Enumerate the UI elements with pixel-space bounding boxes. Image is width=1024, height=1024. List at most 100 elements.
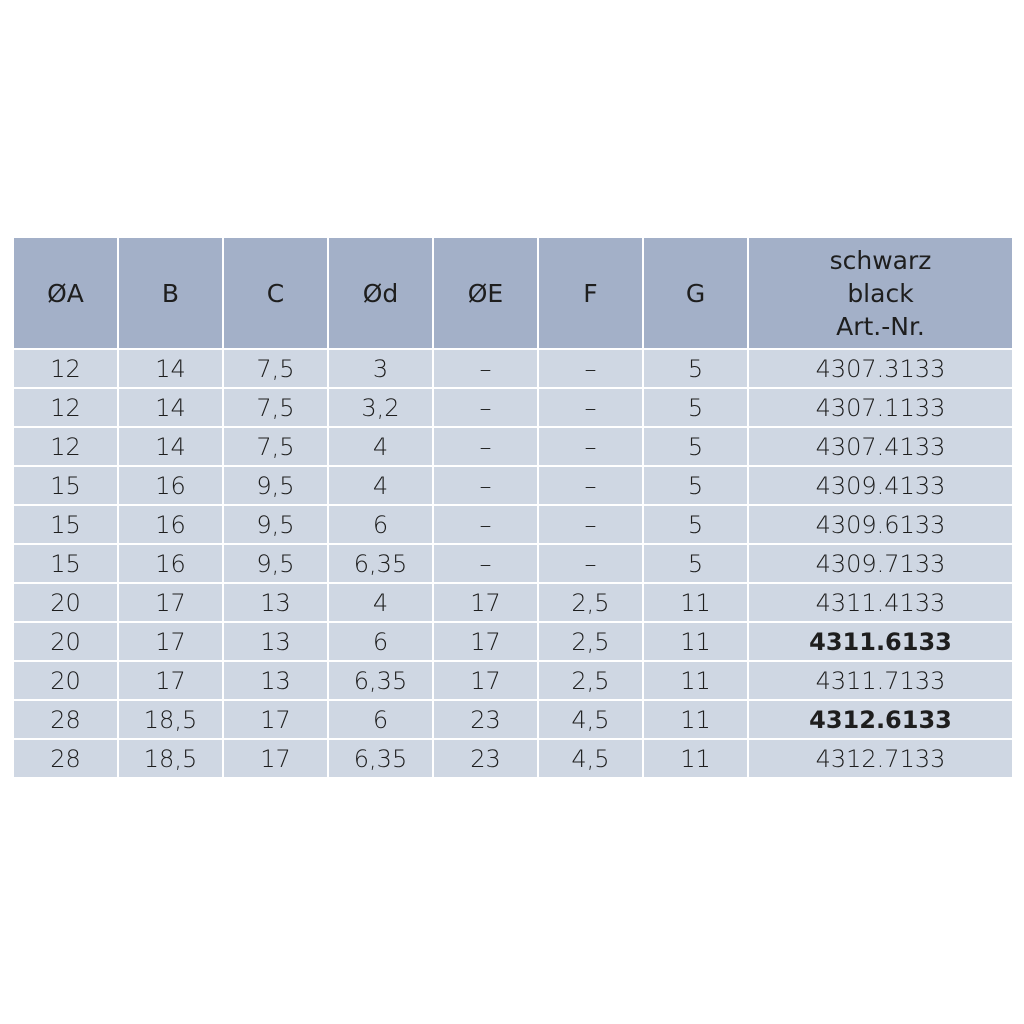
cell-g: 11 [642, 621, 749, 662]
cell-g: 11 [642, 582, 749, 623]
cell-b: 18,5 [117, 738, 224, 779]
cell-diameter-e: – [432, 465, 539, 506]
cell-g: 11 [642, 738, 749, 779]
header-diameter-d: Ød [327, 236, 434, 350]
cell-diameter-e: – [432, 348, 539, 389]
cell-diameter-e: – [432, 426, 539, 467]
cell-article-number: 4307.3133 [747, 348, 1014, 389]
product-table: ØA B C Ød ØE F G schwarz black Art.-Nr. … [12, 236, 1014, 779]
cell-diameter-a: 28 [12, 699, 119, 740]
table-row: 12 14 7,5 3– –5 4307.3133 [12, 348, 1014, 389]
cell-f: 2,5 [537, 660, 644, 701]
table-row: 20 17 13 4 17 2,5 11 4311.4133 [12, 582, 1014, 623]
header-diameter-a: ØA [12, 236, 119, 350]
header-line-art-nr: Art.-Nr. [836, 311, 925, 341]
cell-article-number: 4309.6133 [747, 504, 1014, 545]
cell-c: 17 [222, 699, 329, 740]
cell-c: 7,5 [222, 348, 329, 389]
cell-b: 14 [117, 426, 224, 467]
cell-b: 17 [117, 660, 224, 701]
table-row: 28 18,5 17 6 23 4,5 11 4312.6133 [12, 699, 1014, 740]
cell-diameter-a: 15 [12, 504, 119, 545]
table-row: 15 16 9,5 6– –5 4309.6133 [12, 504, 1014, 545]
cell-b: 18,5 [117, 699, 224, 740]
header-f: F [537, 236, 644, 350]
cell-diameter-a: 20 [12, 660, 119, 701]
cell-f: 4,5 [537, 699, 644, 740]
cell-diameter-a: 15 [12, 465, 119, 506]
header-article-number: schwarz black Art.-Nr. [747, 236, 1014, 350]
cell-g: 5 [642, 465, 749, 506]
cell-f: – [537, 348, 644, 389]
header-c: C [222, 236, 329, 350]
cell-diameter-a: 12 [12, 387, 119, 428]
cell-diameter-a: 12 [12, 426, 119, 467]
cell-diameter-e: – [432, 387, 539, 428]
table-row: 12 14 7,5 3,2– –5 4307.1133 [12, 387, 1014, 428]
cell-diameter-e: 23 [432, 699, 539, 740]
cell-article-number: 4312.7133 [747, 738, 1014, 779]
cell-g: 5 [642, 387, 749, 428]
cell-diameter-a: 15 [12, 543, 119, 584]
header-g: G [642, 236, 749, 350]
cell-f: – [537, 387, 644, 428]
cell-c: 13 [222, 660, 329, 701]
cell-article-number: 4309.7133 [747, 543, 1014, 584]
cell-diameter-d: 4 [327, 582, 434, 623]
cell-diameter-d: 6,35 [327, 660, 434, 701]
table-row: 28 18,5 17 6,35 23 4,5 11 4312.7133 [12, 738, 1014, 779]
cell-c: 17 [222, 738, 329, 779]
cell-article-number: 4311.6133 [747, 621, 1014, 662]
table-row: 20 17 13 6,35 17 2,5 11 4311.7133 [12, 660, 1014, 701]
cell-b: 17 [117, 621, 224, 662]
cell-diameter-d: 4 [327, 426, 434, 467]
cell-f: 2,5 [537, 621, 644, 662]
cell-g: 5 [642, 426, 749, 467]
cell-f: 4,5 [537, 738, 644, 779]
cell-diameter-a: 28 [12, 738, 119, 779]
cell-g: 11 [642, 699, 749, 740]
cell-article-number: 4307.1133 [747, 387, 1014, 428]
cell-b: 14 [117, 348, 224, 389]
cell-diameter-a: 12 [12, 348, 119, 389]
cell-diameter-d: 6,35 [327, 738, 434, 779]
header-row: ØA B C Ød ØE F G schwarz black Art.-Nr. [12, 236, 1014, 350]
cell-article-number: 4309.4133 [747, 465, 1014, 506]
cell-diameter-d: 6 [327, 699, 434, 740]
cell-diameter-e: 17 [432, 582, 539, 623]
cell-c: 9,5 [222, 465, 329, 506]
cell-diameter-e: – [432, 543, 539, 584]
cell-diameter-d: 6 [327, 504, 434, 545]
header-line-black: black [847, 278, 914, 308]
cell-c: 13 [222, 582, 329, 623]
cell-diameter-a: 20 [12, 621, 119, 662]
cell-f: – [537, 504, 644, 545]
cell-c: 13 [222, 621, 329, 662]
cell-c: 7,5 [222, 387, 329, 428]
cell-f: – [537, 543, 644, 584]
cell-diameter-e: 17 [432, 660, 539, 701]
cell-diameter-e: – [432, 504, 539, 545]
cell-diameter-e: 17 [432, 621, 539, 662]
cell-f: – [537, 426, 644, 467]
cell-diameter-d: 6,35 [327, 543, 434, 584]
cell-b: 16 [117, 543, 224, 584]
cell-c: 7,5 [222, 426, 329, 467]
cell-diameter-d: 6 [327, 621, 434, 662]
cell-diameter-d: 4 [327, 465, 434, 506]
cell-b: 17 [117, 582, 224, 623]
cell-diameter-a: 20 [12, 582, 119, 623]
cell-article-number: 4311.4133 [747, 582, 1014, 623]
cell-b: 16 [117, 465, 224, 506]
cell-diameter-d: 3,2 [327, 387, 434, 428]
cell-article-number: 4307.4133 [747, 426, 1014, 467]
table-row: 15 16 9,5 6,35– –5 4309.7133 [12, 543, 1014, 584]
table-row: 15 16 9,5 4– –5 4309.4133 [12, 465, 1014, 506]
cell-g: 5 [642, 348, 749, 389]
cell-diameter-d: 3 [327, 348, 434, 389]
header-line-schwarz: schwarz [829, 245, 932, 275]
cell-g: 5 [642, 504, 749, 545]
table-row: 20 17 13 6 17 2,5 11 4311.6133 [12, 621, 1014, 662]
table-row: 12 14 7,5 4– –5 4307.4133 [12, 426, 1014, 467]
cell-b: 16 [117, 504, 224, 545]
